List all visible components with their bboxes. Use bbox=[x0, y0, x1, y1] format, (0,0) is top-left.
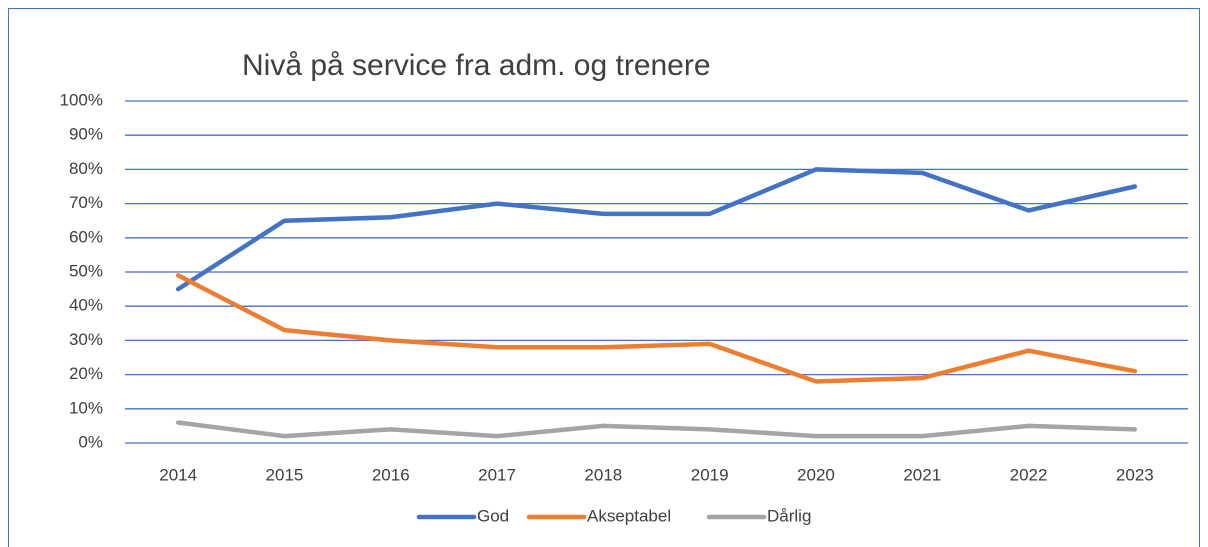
y-tick-label: 40% bbox=[69, 296, 103, 315]
y-tick-label: 0% bbox=[78, 432, 103, 451]
y-tick-label: 90% bbox=[69, 125, 103, 144]
series-line bbox=[175, 273, 1138, 384]
legend-label: God bbox=[477, 506, 509, 525]
y-tick-label: 60% bbox=[69, 227, 103, 246]
x-tick-label: 2015 bbox=[266, 465, 304, 484]
x-tick-label: 2018 bbox=[584, 465, 622, 484]
chart-border bbox=[8, 8, 1200, 547]
y-tick-label: 100% bbox=[60, 90, 103, 109]
y-tick-label: 20% bbox=[69, 364, 103, 383]
x-tick-label: 2014 bbox=[159, 465, 197, 484]
x-tick-label: 2022 bbox=[1010, 465, 1048, 484]
x-tick-label: 2017 bbox=[478, 465, 516, 484]
x-tick-label: 2016 bbox=[372, 465, 410, 484]
x-tick-label: 2021 bbox=[903, 465, 941, 484]
series-line bbox=[175, 420, 1138, 439]
chart-title: Nivå på service fra adm. og trenere bbox=[242, 49, 711, 82]
x-tick-label: 2019 bbox=[691, 465, 729, 484]
x-tick-label: 2023 bbox=[1116, 465, 1154, 484]
y-tick-label: 30% bbox=[69, 330, 103, 349]
y-tick-label: 80% bbox=[69, 159, 103, 178]
y-tick-label: 10% bbox=[69, 398, 103, 417]
series-line bbox=[175, 167, 1138, 292]
y-tick-label: 70% bbox=[69, 193, 103, 212]
y-tick-label: 50% bbox=[69, 261, 103, 280]
legend-label: Akseptabel bbox=[587, 506, 671, 525]
x-tick-label: 2020 bbox=[797, 465, 835, 484]
legend-label: Dårlig bbox=[767, 506, 811, 525]
